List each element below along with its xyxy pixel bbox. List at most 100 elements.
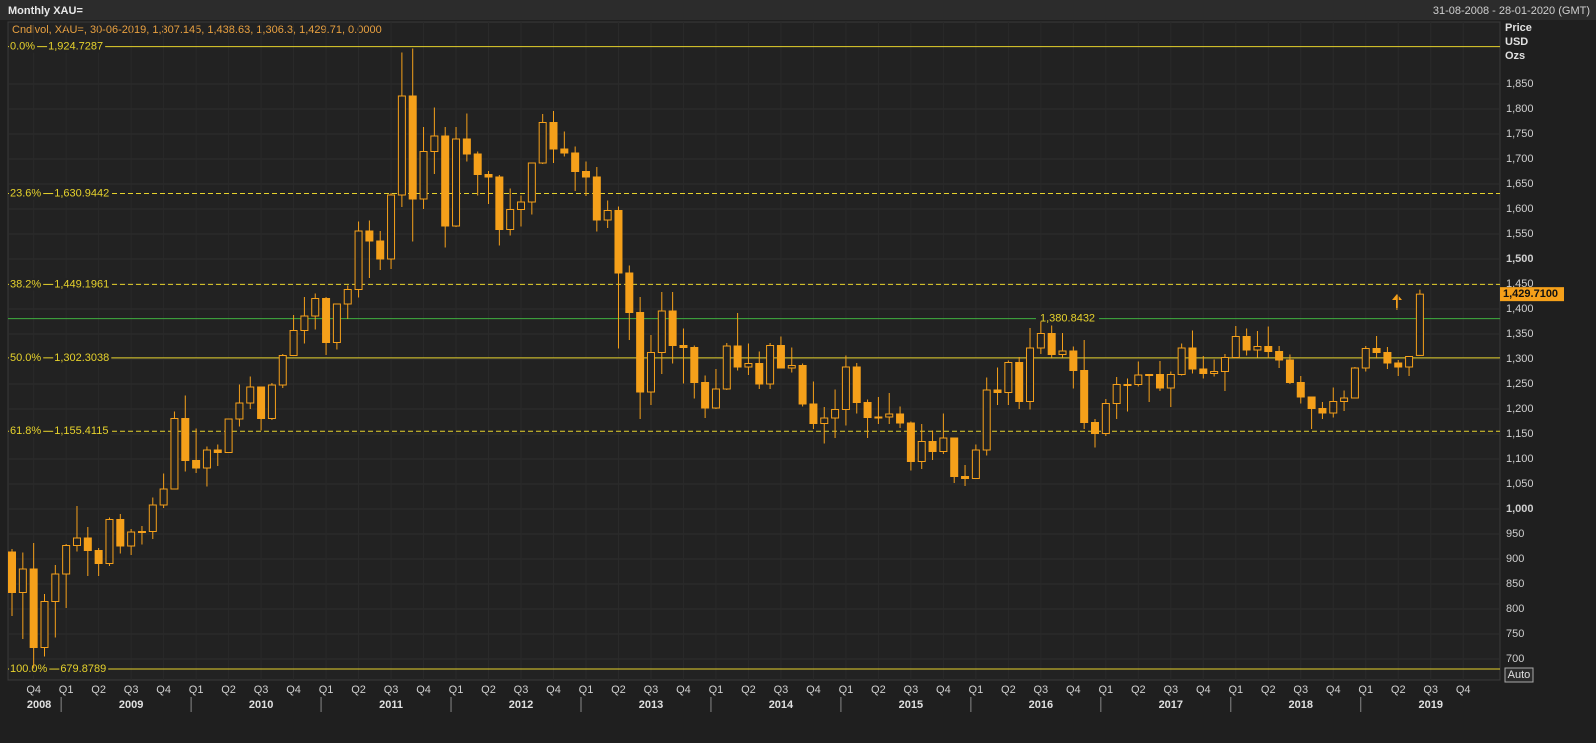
candle-body <box>137 531 146 533</box>
y-tick-label: 1,800 <box>1506 103 1534 115</box>
candle-body <box>993 389 1002 393</box>
candle-body <box>657 310 666 353</box>
candle-body <box>452 138 461 227</box>
candle-body <box>906 422 915 462</box>
candle-body <box>300 315 309 331</box>
candle-body <box>148 504 157 532</box>
candle-body <box>571 152 580 172</box>
year-label: 2018 <box>1289 699 1313 711</box>
x-tick-label: Q2 <box>1261 684 1276 696</box>
x-tick-label: Q2 <box>221 684 236 696</box>
year-label: 2019 <box>1418 699 1442 711</box>
y-tick-label: 1,700 <box>1506 153 1534 165</box>
auto-button-label[interactable]: Auto <box>1508 669 1531 681</box>
x-tick-label: Q3 <box>124 684 139 696</box>
candle-body <box>495 176 504 230</box>
x-tick-label: Q2 <box>871 684 886 696</box>
year-label: 2010 <box>249 699 273 711</box>
candle-body <box>1047 333 1056 355</box>
x-tick-label: Q3 <box>1163 684 1178 696</box>
fib-level-label: 23.6% <box>10 187 41 199</box>
candle-body <box>1166 374 1175 389</box>
candle-body <box>1264 346 1273 352</box>
candle-body <box>885 413 894 418</box>
candle-body <box>365 230 374 242</box>
candle-body <box>181 418 190 461</box>
reference-label: 1,380.8432 <box>1040 312 1095 324</box>
x-tick-label: Q3 <box>1034 684 1049 696</box>
candle-body <box>1036 333 1045 349</box>
candle-body <box>473 153 482 175</box>
candle-body <box>527 162 536 203</box>
candle-body <box>8 551 16 593</box>
x-tick-label: Q2 <box>1391 684 1406 696</box>
candle-body <box>1058 350 1067 355</box>
candle-body <box>809 403 818 424</box>
x-tick-label: Q4 <box>286 684 301 696</box>
x-tick-label: Q4 <box>806 684 821 696</box>
y-tick-label: 1,850 <box>1506 78 1534 90</box>
candle-body <box>679 345 688 348</box>
fib-label-bg <box>9 187 112 200</box>
candle-body <box>581 171 590 178</box>
candle-body <box>928 441 937 452</box>
x-tick-label: Q1 <box>969 684 984 696</box>
candle-body <box>441 135 450 227</box>
candle-body <box>1199 368 1208 374</box>
arrow-icon <box>1392 294 1402 310</box>
candle-body <box>1210 371 1219 374</box>
x-tick-label: Q1 <box>709 684 724 696</box>
candle-body <box>971 449 980 479</box>
candle-body <box>127 531 136 547</box>
x-tick-label: Q2 <box>1131 684 1146 696</box>
candle-body <box>560 148 569 154</box>
candle-body <box>852 366 861 403</box>
x-tick-label: Q1 <box>449 684 464 696</box>
last-price-tag <box>1500 287 1564 302</box>
candle-body <box>72 537 81 546</box>
x-tick-label: Q4 <box>156 684 171 696</box>
year-label: 2016 <box>1029 699 1053 711</box>
y-tick-label: 1,600 <box>1506 203 1534 215</box>
year-label: 2013 <box>639 699 663 711</box>
y-tick-label: 1,150 <box>1506 428 1534 440</box>
fib-value-label: 1,924.7287 <box>48 41 103 53</box>
candle-body <box>1101 403 1110 434</box>
y-tick-label: 1,300 <box>1506 353 1534 365</box>
candle-body <box>1026 347 1035 402</box>
candle-body <box>538 122 547 164</box>
candle-body <box>408 95 417 200</box>
candle-body <box>1296 382 1305 398</box>
candle-body <box>1318 408 1327 414</box>
candle-body <box>235 402 244 420</box>
candle-body <box>246 386 255 404</box>
x-tick-label: Q4 <box>936 684 951 696</box>
candle-body <box>29 568 38 648</box>
y-tick-label: 950 <box>1506 528 1524 540</box>
auto-button[interactable] <box>1504 667 1534 683</box>
y-tick-label: 1,350 <box>1506 328 1534 340</box>
candle-body <box>668 310 677 346</box>
y-tick-label: 1,000 <box>1506 503 1534 515</box>
fib-level-label: 100.0% <box>10 663 48 675</box>
candle-body <box>419 151 428 200</box>
candle-body <box>1015 362 1024 402</box>
candle-body <box>636 312 645 393</box>
candle-body <box>798 365 807 405</box>
candle-body <box>646 352 655 393</box>
fib-level-label: 50.0% <box>10 352 41 364</box>
candle-body <box>462 138 471 155</box>
year-label: 2017 <box>1159 699 1183 711</box>
candle-body <box>430 135 439 152</box>
candle-body <box>257 386 266 419</box>
x-tick-label: Q2 <box>481 684 496 696</box>
candle-body <box>322 298 331 343</box>
candle-body <box>224 418 233 453</box>
candle-body <box>625 272 634 313</box>
candle-body <box>1145 374 1154 376</box>
y-tick-label: 1,650 <box>1506 178 1534 190</box>
candle-body <box>755 363 764 385</box>
candle-body <box>592 176 601 221</box>
candle-body <box>202 449 211 469</box>
candle-body <box>744 363 753 368</box>
